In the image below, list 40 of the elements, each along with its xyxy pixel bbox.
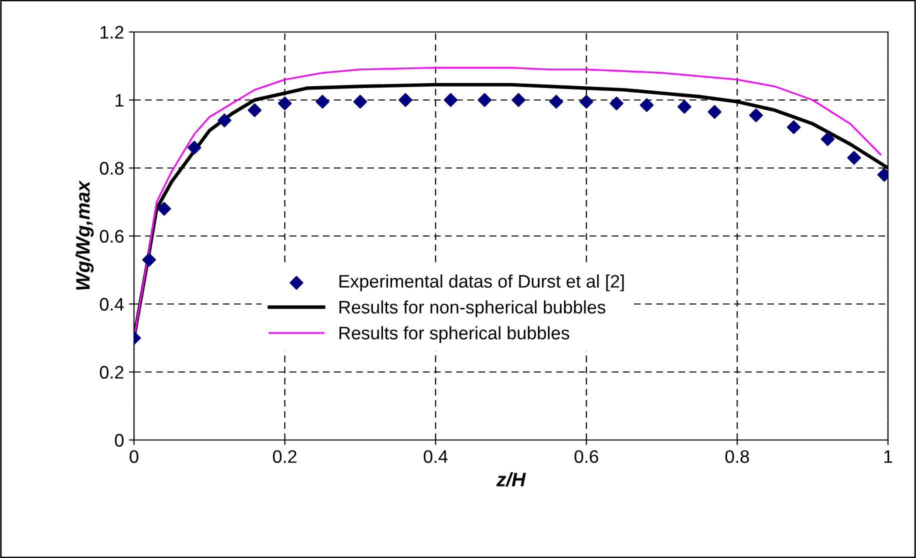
y-tick-label: 0.2 (100, 366, 124, 379)
y-axis-title: Wg/Wg,max (76, 180, 94, 290)
y-tick-label: 0.4 (100, 298, 124, 311)
point (444, 93, 458, 107)
point (708, 104, 722, 119)
point (512, 93, 526, 107)
point (187, 140, 202, 155)
point (847, 150, 861, 165)
x-tick-label: 0 (130, 450, 138, 463)
y-tick-label: 1 (116, 94, 124, 107)
point (218, 113, 232, 128)
point (142, 252, 156, 267)
y-tick-label: 0 (114, 434, 124, 447)
point (549, 94, 564, 109)
x-tick-label: 1 (884, 450, 892, 463)
x-tick-label: 0.8 (725, 450, 749, 463)
point (786, 120, 801, 134)
legend-label: Results for spherical bubbles (339, 326, 570, 344)
y-tick-label: 0.6 (100, 230, 124, 243)
x-tick-label: 0.2 (272, 450, 296, 463)
point (610, 96, 624, 110)
y-tick-label: 0.8 (100, 162, 124, 175)
point (820, 132, 835, 146)
point (478, 93, 492, 107)
point (678, 100, 692, 114)
x-axis-title: z/H (496, 472, 526, 487)
point (316, 94, 330, 109)
legend-label: Results for non-spherical bubbles (339, 300, 606, 318)
x-tick-label: 0.6 (574, 450, 598, 463)
point (248, 103, 262, 118)
point (278, 96, 292, 110)
point (749, 108, 763, 122)
y-tick-label: 1.2 (100, 26, 124, 39)
point (640, 98, 654, 112)
point (579, 94, 594, 109)
point (353, 94, 368, 109)
point (157, 202, 172, 216)
x-tick-label: 0.4 (424, 450, 448, 463)
legend-label: Experimental datas of Durst et al [2] (339, 274, 624, 292)
point (398, 93, 412, 107)
